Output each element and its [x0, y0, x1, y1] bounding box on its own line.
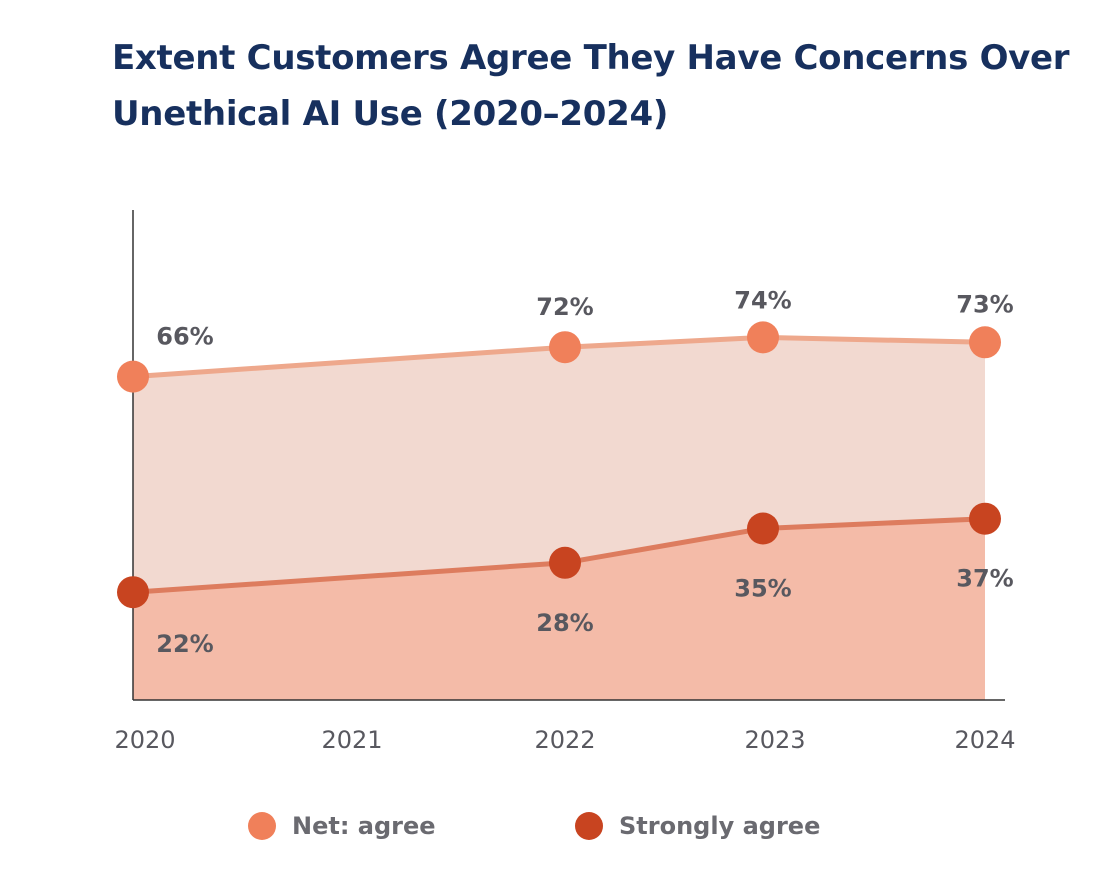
data-label: 35%: [734, 575, 791, 603]
data-label: 66%: [156, 323, 213, 351]
data-label: 72%: [536, 293, 593, 321]
data-point: [549, 331, 581, 364]
legend-item-net-agree: Net: agree: [248, 812, 436, 840]
data-label: 28%: [536, 609, 593, 637]
legend-dot-net-agree: [248, 812, 276, 840]
x-tick-label: 2022: [534, 726, 595, 754]
x-tick-label: 2024: [954, 726, 1015, 754]
data-point: [117, 576, 149, 609]
legend-item-strongly-agree: Strongly agree: [575, 812, 820, 840]
data-point: [747, 512, 779, 545]
data-label: 22%: [156, 630, 213, 658]
x-tick-label: 2021: [321, 726, 382, 754]
legend-label: Strongly agree: [619, 812, 821, 840]
data-label: 37%: [956, 565, 1013, 593]
x-tick-label: 2020: [114, 726, 175, 754]
data-point: [117, 360, 149, 393]
series-line-1: [132, 516, 986, 595]
data-point: [747, 321, 779, 354]
chart-title: Extent Customers Agree They Have Concern…: [112, 38, 1070, 134]
data-point: [969, 326, 1001, 359]
x-tick-label: 2023: [744, 726, 805, 754]
data-point: [969, 502, 1001, 535]
data-point: [549, 546, 581, 579]
area-1: [133, 518, 985, 700]
data-label: 74%: [734, 286, 791, 314]
series-line-0: [132, 334, 986, 380]
legend-label: Net: agree: [292, 812, 436, 840]
data-label: 73%: [956, 290, 1013, 318]
legend-dot-strongly-agree: [575, 812, 603, 840]
